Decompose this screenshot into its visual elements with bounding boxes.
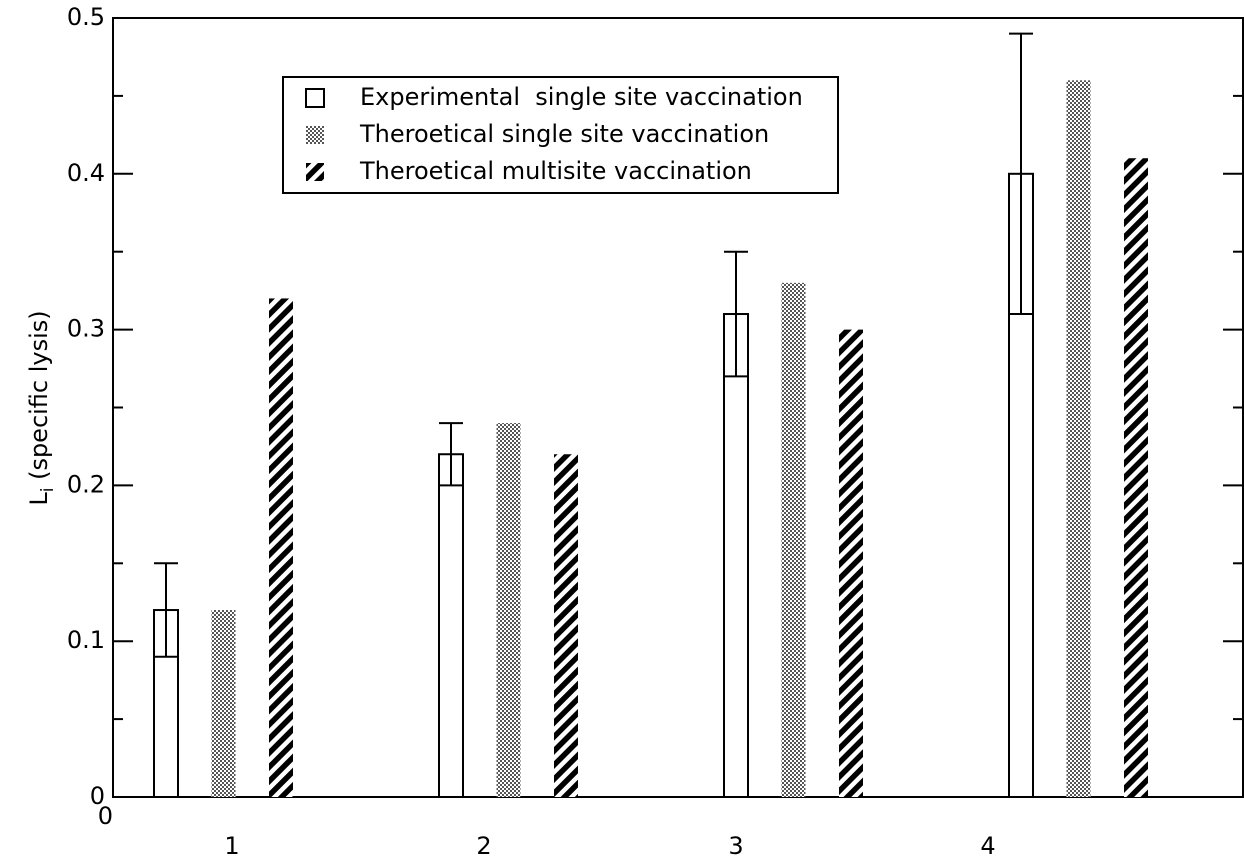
- bar: [839, 329, 863, 797]
- legend-swatch: [305, 88, 325, 108]
- y-tick-label: 0.2: [67, 470, 105, 498]
- bar: [269, 298, 293, 797]
- y-tick-label: 0: [90, 782, 105, 810]
- bar: [554, 454, 578, 797]
- y-tick-label: 0.3: [67, 315, 105, 343]
- legend-swatch: [306, 163, 324, 181]
- bar: [723, 313, 749, 798]
- legend-label: Theroetical multisite vaccination: [359, 157, 752, 185]
- bar: [438, 453, 464, 798]
- x-tick-label: 3: [728, 832, 743, 860]
- x-origin-label: 0: [98, 802, 113, 830]
- error-bar: [154, 562, 178, 658]
- bar: [211, 610, 236, 797]
- x-tick-label: 1: [224, 832, 239, 860]
- error-bar: [439, 422, 463, 487]
- error-bar: [724, 250, 748, 378]
- error-bar: [1009, 32, 1033, 316]
- y-axis-label: Li (specific lysis): [25, 310, 58, 505]
- legend-box: [282, 76, 839, 194]
- legend-label: Experimental single site vaccination: [360, 83, 803, 111]
- y-tick-label: 0.4: [67, 159, 105, 187]
- bar: [1124, 158, 1148, 798]
- x-tick-label: 2: [476, 832, 491, 860]
- y-tick-label: 0.5: [67, 3, 105, 31]
- legend-swatch: [306, 126, 324, 144]
- bar: [496, 423, 521, 797]
- x-tick-label: 4: [980, 832, 995, 860]
- bar: [1066, 80, 1091, 797]
- legend-label: Theroetical single site vaccination: [359, 120, 769, 148]
- bar: [781, 282, 806, 797]
- y-tick-label: 0.1: [67, 626, 105, 654]
